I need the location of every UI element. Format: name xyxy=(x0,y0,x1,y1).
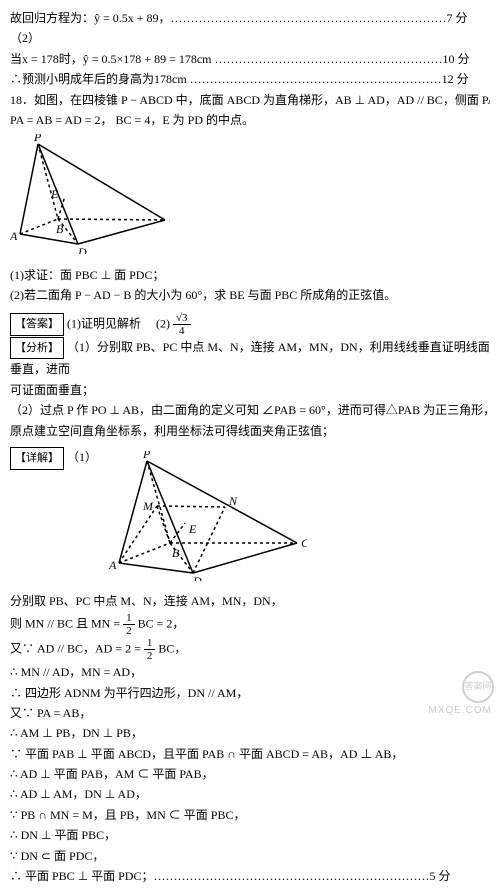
step-2b: BC = 2， xyxy=(138,616,185,630)
step-7: ∴ AM ⊥ PB，DN ⊥ PB， xyxy=(10,723,490,743)
svg-text:P: P xyxy=(33,134,42,144)
watermark-circle: 答案网 xyxy=(462,671,494,703)
answer-2-fraction: √3 4 xyxy=(173,312,191,337)
analysis-row: 【分析】 （1）分别取 PB、PC 中点 M、N，连接 AM，MN，DN，利用线… xyxy=(10,337,490,380)
q18-part1: (1)求证：面 PBC ⊥ 面 PDC； xyxy=(10,265,490,285)
analysis-label: 【分析】 xyxy=(10,337,64,360)
svg-text:B: B xyxy=(56,222,64,236)
q18-stem-2: PA = AB = AD = 2， BC = 4，E 为 PD 的中点。 xyxy=(10,110,490,130)
answer-2-num: √3 xyxy=(173,312,191,325)
step-11: ∵ PB ∩ MN = M，且 PB，MN ⊂ 平面 PBC， xyxy=(10,805,490,825)
svg-text:M: M xyxy=(142,499,154,513)
q18-part2: (2)若二面角 P − AD − B 的大小为 60°，求 BE 与面 PBC … xyxy=(10,285,490,305)
step-3: 又∵ AD // BC，AD = 2 = 1 2 BC， xyxy=(10,637,490,662)
step-8: ∵ 平面 PAB ⊥ 平面 ABCD，且平面 PAB ∩ 平面 ABCD = A… xyxy=(10,744,490,764)
regression-line: 故回归方程为：ŷ = 0.5x + 89，…………………………………………………… xyxy=(10,8,490,28)
svg-text:P: P xyxy=(142,451,151,461)
svg-text:N: N xyxy=(228,494,238,508)
step-14: ∴ 平面 PBC ⊥ 平面 PDC；…………………………………………………………… xyxy=(10,866,490,886)
step-3-frac: 1 2 xyxy=(144,637,156,662)
step-3b: BC， xyxy=(158,641,186,655)
step-4: ∴ MN // AD，MN = AD， xyxy=(10,662,490,682)
analysis-l4: 原点建立空间直角坐标系，利用坐标法可得线面夹角正弦值； xyxy=(10,421,490,441)
step-3a: 又∵ AD // BC，AD = 2 = xyxy=(10,641,144,655)
step-12: ∴ DN ⊥ 平面 PBC， xyxy=(10,825,490,845)
step-2: 则 MN // BC 且 MN = 1 2 BC = 2， xyxy=(10,612,490,637)
step-6: 又∵ PA = AB， xyxy=(10,703,490,723)
step-10: ∴ AD ⊥ AM，DN ⊥ AD， xyxy=(10,784,490,804)
figure-1: P A D C B E xyxy=(10,134,490,260)
step-2a: 则 MN // BC 且 MN = xyxy=(10,616,123,630)
svg-text:A: A xyxy=(10,229,18,243)
answer-row: 【答案】 (1)证明见解析 (2) √3 4 xyxy=(10,312,490,337)
answer-2-prefix: (2) xyxy=(156,316,170,330)
answer-2-den: 4 xyxy=(173,325,191,337)
detail-sub1: （1） xyxy=(67,450,97,464)
when-line: 当x = 178时，ŷ = 0.5×178 + 89 = 178cm ……………… xyxy=(10,49,490,69)
step-2-frac: 1 2 xyxy=(123,612,135,637)
svg-text:C: C xyxy=(169,213,170,227)
detail-label: 【详解】 xyxy=(10,447,64,470)
step-5: ∴ 四边形 ADNM 为平行四边形，DN // AM， xyxy=(10,683,490,703)
answer-1: (1)证明见解析 xyxy=(67,316,153,330)
watermark-text: MXQE.COM xyxy=(428,702,492,719)
figure-2: P A D C B M N E xyxy=(107,451,307,587)
svg-text:A: A xyxy=(108,558,117,572)
svg-text:E: E xyxy=(50,187,59,201)
analysis-l3: （2）过点 P 作 PO ⊥ AB，由二面角的定义可知 ∠PAB = 60°，进… xyxy=(10,400,490,420)
analysis-l2: 可证面面垂直； xyxy=(10,380,490,400)
svg-text:B: B xyxy=(172,546,180,560)
predict-line: ∴预测小明成年后的身高为178cm ………………………………………………………1… xyxy=(10,69,490,89)
svg-text:D: D xyxy=(77,245,87,254)
detail-row: 【详解】 （1） P A D C B M N E xyxy=(10,447,490,591)
step-1: 分别取 PB、PC 中点 M、N，连接 AM，MN，DN， xyxy=(10,591,490,611)
analysis-l1: （1）分别取 PB、PC 中点 M、N，连接 AM，MN，DN，利用线线垂直证明… xyxy=(10,340,490,377)
step-9: ∴ AD ⊥ 平面 PAB，AM ⊂ 平面 PAB， xyxy=(10,764,490,784)
q18-stem-1: 18．如图，在四棱锥 P − ABCD 中，底面 ABCD 为直角梯形，AB ⊥… xyxy=(10,90,490,110)
step-13: ∵ DN ⊂ 面 PDC， xyxy=(10,846,490,866)
sub2-label: （2） xyxy=(10,28,490,48)
answer-label: 【答案】 xyxy=(10,313,64,336)
svg-text:D: D xyxy=(192,574,202,581)
svg-text:C: C xyxy=(301,536,307,550)
svg-text:E: E xyxy=(188,522,197,536)
